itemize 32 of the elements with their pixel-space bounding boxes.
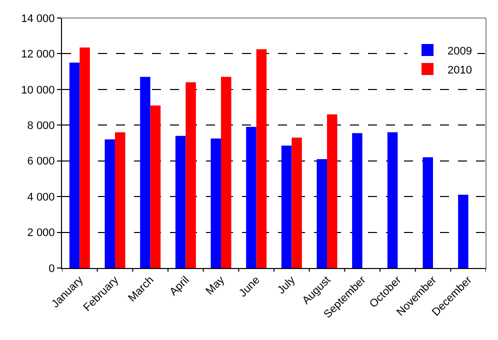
bar [115,132,126,268]
y-tick-label: 8 000 [27,120,55,132]
bar [281,146,292,268]
y-tick-label: 14 000 [21,12,55,25]
y-tick-label: 2 000 [27,227,55,240]
bar [69,62,80,268]
bar [422,157,433,268]
bar [316,159,327,268]
bar [458,194,468,268]
bar [246,126,256,268]
y-tick-label: 0 [48,262,55,275]
bar [140,76,150,268]
bar [104,139,115,268]
bar [327,114,338,268]
x-tick-label: May [204,274,228,298]
bar [387,132,398,268]
bar [210,138,221,268]
bar [256,49,267,268]
bar [352,133,362,268]
y-tick-label: 10 000 [21,84,55,96]
bar [175,136,186,268]
bar [292,138,302,268]
x-tick-label: July [275,274,298,297]
y-tick-label: 4 000 [27,191,55,204]
y-tick-label: 12 000 [21,48,55,61]
y-tick-label: 6 000 [27,156,55,168]
bar [221,76,232,268]
bar [80,47,90,268]
legend-label: 2009 [448,45,472,58]
legend-label: 2010 [448,64,472,76]
bar [186,82,196,268]
bar [150,106,161,268]
